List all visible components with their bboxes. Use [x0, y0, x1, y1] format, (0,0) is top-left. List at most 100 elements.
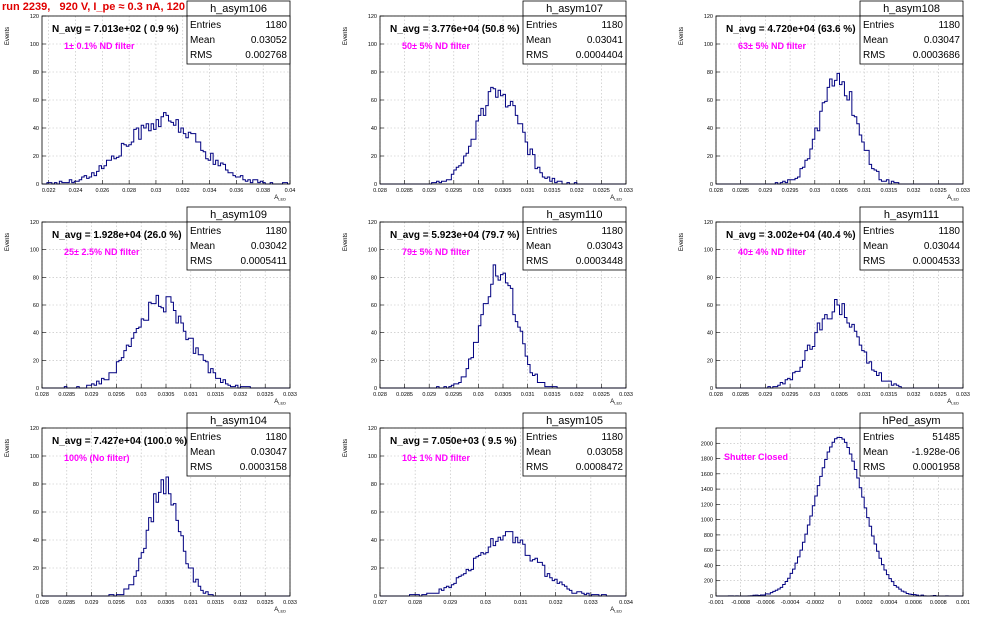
plot-frame: [379, 15, 627, 185]
x-tick-label: 0.028: [709, 188, 723, 194]
filter-label: Shutter Closed: [724, 452, 788, 462]
navg-label: N_avg = 7.050e+03 ( 9.5 %): [390, 436, 517, 447]
stats-box: [522, 427, 627, 477]
stats-value: 0.0003686: [913, 50, 961, 61]
histogram-name: h_asym108: [883, 3, 940, 15]
stats-value: 1180: [938, 226, 960, 237]
stats-box: [859, 221, 964, 271]
y-axis-label: Events: [5, 27, 11, 45]
y-tick-label: 100: [30, 248, 39, 254]
stats-label: Mean: [863, 35, 888, 46]
x-tick-label: 0.028: [122, 188, 136, 194]
x-tick-label: 0.031: [857, 188, 871, 194]
x-tick-label: 0.031: [857, 392, 871, 398]
stats-box: [186, 427, 291, 477]
x-tick-label: 0.032: [234, 600, 248, 606]
stats-label: Entries: [863, 20, 894, 31]
x-tick-label: 0.0295: [108, 600, 125, 606]
x-tick-label: 0.027: [373, 600, 387, 606]
x-axis-label: ALED: [947, 195, 959, 202]
histogram-name: h_asym105: [546, 415, 603, 427]
y-tick-label: 20: [33, 154, 39, 160]
y-tick-label: 120: [704, 220, 713, 226]
y-axis-label: Events: [5, 439, 11, 457]
x-tick-label: 0.026: [95, 188, 109, 194]
x-tick-label: 0.0004: [880, 600, 897, 606]
filter-label: 63± 5% ND filter: [738, 41, 806, 51]
x-tick-label: 0.0325: [930, 392, 947, 398]
x-tick-label: 0.036: [229, 188, 243, 194]
y-axis-label: Events: [679, 233, 685, 251]
stats-value: 0.0003448: [576, 256, 624, 267]
y-tick-label: 100: [368, 42, 377, 48]
y-tick-label: 120: [30, 220, 39, 226]
histogram-panel-h_asym105: 0.027 0.028 0.029 0.03 0.031 0.032 0.033 0.034 0…: [343, 412, 633, 614]
stats-label: Mean: [190, 447, 215, 458]
x-tick-label: 0.031: [521, 392, 535, 398]
x-tick-label: 0.03: [473, 392, 484, 398]
x-tick-label: 0.028: [35, 392, 49, 398]
x-tick-label: 0.032: [570, 188, 584, 194]
x-tick-label: 0.032: [234, 392, 248, 398]
y-tick-label: 1400: [701, 487, 713, 493]
navg-label: N_avg = 3.002e+04 (40.4 %): [726, 230, 856, 241]
stats-value: 1180: [265, 226, 287, 237]
x-axis-label: ALED: [610, 195, 622, 202]
stats-value: 1180: [938, 20, 960, 31]
stats-label: Entries: [863, 226, 894, 237]
histogram-line: [380, 86, 626, 185]
y-tick-label: 120: [30, 426, 39, 432]
x-tick-label: 0.029: [759, 188, 773, 194]
y-tick-label: 80: [33, 482, 39, 488]
x-tick-label: 0.029: [422, 392, 436, 398]
x-tick-label: 0.029: [85, 392, 99, 398]
y-tick-label: 100: [368, 248, 377, 254]
y-tick-label: 40: [33, 538, 39, 544]
histogram-panel-h_asym104: 0.028 0.0285 0.029 0.0295 0.03 0.0305 0.031 0.0…: [5, 412, 297, 614]
y-tick-label: 0: [374, 182, 377, 188]
y-tick-label: 40: [707, 126, 713, 132]
x-tick-label: 0.033: [584, 600, 598, 606]
x-tick-label: 0.028: [35, 600, 49, 606]
filter-label: 79± 5% ND filter: [402, 247, 470, 257]
histogram-panel-h_asym109: 0.028 0.0285 0.029 0.0295 0.03 0.0305 0.031 0.0…: [5, 206, 297, 406]
x-tick-label: 0.033: [283, 600, 297, 606]
x-tick-label: 0.03: [809, 392, 820, 398]
stats-value: 0.03047: [924, 35, 961, 46]
stats-label: Entries: [526, 20, 557, 31]
x-tick-label: 0.03: [809, 188, 820, 194]
y-tick-label: 80: [371, 275, 377, 281]
stats-label: RMS: [526, 462, 549, 473]
stats-value: 0.03052: [251, 35, 288, 46]
x-tick-label: -0.0008: [731, 600, 750, 606]
x-tick-label: -0.0004: [781, 600, 800, 606]
histogram-name: h_asym111: [884, 209, 939, 221]
x-tick-label: 0.029: [85, 600, 99, 606]
histogram-line: [716, 436, 963, 597]
y-tick-label: 0: [374, 594, 377, 600]
navg-label: N_avg = 7.013e+02 ( 0.9 %): [52, 24, 179, 35]
stats-label: RMS: [190, 256, 213, 267]
stats-value: 1180: [265, 432, 287, 443]
x-tick-label: 0.0305: [495, 188, 512, 194]
y-tick-label: 1600: [701, 472, 713, 478]
x-tick-label: 0.0315: [544, 392, 561, 398]
y-axis-label: Events: [5, 233, 11, 251]
stats-box: [186, 15, 291, 65]
y-tick-label: 20: [33, 566, 39, 572]
y-tick-label: 60: [707, 98, 713, 104]
x-tick-label: 0.033: [956, 392, 970, 398]
y-tick-label: 100: [368, 454, 377, 460]
y-axis-label: Events: [679, 27, 685, 45]
stats-value: 0.0004404: [576, 50, 624, 61]
stats-box: [186, 221, 291, 271]
y-tick-label: 80: [33, 70, 39, 76]
x-tick-label: 0.029: [443, 600, 457, 606]
stats-value: 0.03058: [587, 447, 624, 458]
x-tick-label: 0.033: [619, 188, 633, 194]
filter-label: 25± 2.5% ND filter: [64, 247, 140, 257]
plot-frame: [41, 221, 291, 389]
y-tick-label: 80: [371, 70, 377, 76]
y-tick-label: 120: [368, 14, 377, 20]
